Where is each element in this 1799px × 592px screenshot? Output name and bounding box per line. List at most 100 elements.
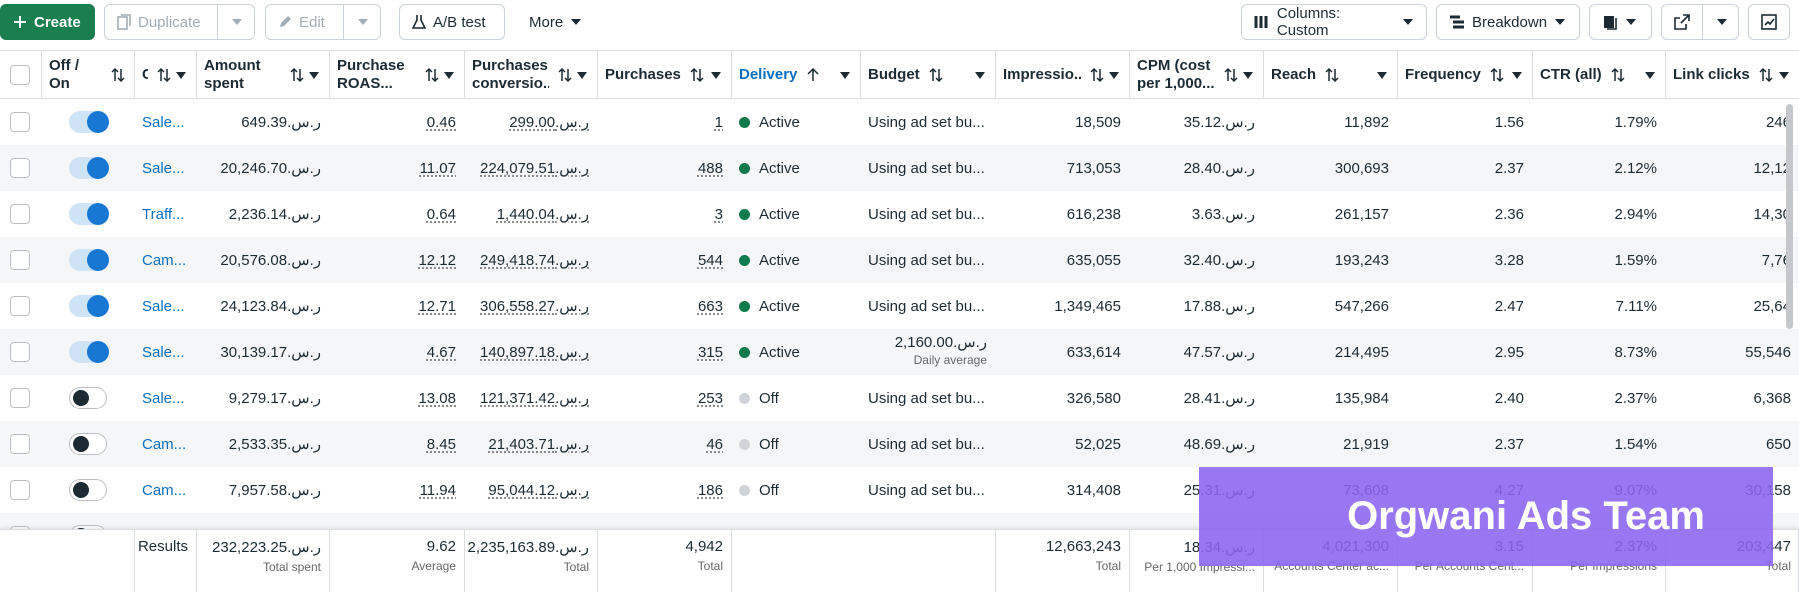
toggle-knob — [73, 390, 89, 406]
campaign-name-link[interactable]: Sale... — [142, 389, 185, 407]
column-menu-caret — [1645, 71, 1655, 79]
cell-text: 11.94 — [419, 481, 456, 499]
toggle[interactable] — [69, 111, 109, 133]
caret — [1717, 19, 1727, 25]
row-checkbox[interactable] — [10, 204, 30, 224]
table-cell: 663 — [597, 283, 731, 329]
sort-icon — [1090, 67, 1104, 83]
row-checkbox[interactable] — [10, 112, 30, 132]
cell-text: ر.س.649.39 — [241, 114, 321, 131]
row-checkbox[interactable] — [10, 250, 30, 270]
columns-button[interactable]: Columns: Custom — [1241, 4, 1427, 40]
table-cell: Using ad set bu... — [860, 375, 995, 421]
column-header[interactable]: C — [134, 51, 196, 99]
select-all-checkbox[interactable] — [10, 65, 30, 85]
table-cell: 193,243 — [1263, 237, 1397, 283]
caret — [571, 19, 582, 25]
row-checkbox[interactable] — [10, 158, 30, 178]
column-header[interactable]: Purchases — [597, 51, 731, 99]
campaign-name-link[interactable]: Sale... — [142, 159, 185, 177]
cell-text: ر.س.20,576.08 — [220, 252, 321, 269]
column-header[interactable]: Link clicks — [1665, 51, 1799, 99]
column-header-label: Purchases — [605, 66, 681, 83]
campaign-name-link[interactable]: Sale... — [142, 343, 185, 361]
scrollbar-thumb[interactable] — [1786, 104, 1793, 329]
totals-cell: ر.س.2,235,163.89 Total — [464, 530, 597, 592]
column-header[interactable]: Impressio... — [995, 51, 1129, 99]
ab-test-button[interactable]: A/B test — [399, 4, 505, 40]
toggle[interactable] — [69, 203, 109, 225]
row-checkbox[interactable] — [10, 480, 30, 500]
duplicate-button[interactable]: Duplicate — [104, 4, 255, 40]
campaign-name-link[interactable]: Cam... — [142, 481, 187, 499]
column-header[interactable]: Reach — [1263, 51, 1397, 99]
column-header[interactable]: Frequency — [1397, 51, 1532, 99]
column-header[interactable]: Budget — [860, 51, 995, 99]
totals-value: ر.س.232,223.25 — [212, 539, 321, 556]
cell-text: 2.12% — [1614, 159, 1657, 177]
more-button[interactable]: More — [516, 4, 597, 40]
column-header[interactable]: Off / On — [41, 51, 134, 99]
toggle[interactable] — [69, 387, 107, 409]
table-cell: ر.س.224,079.51 — [464, 145, 597, 191]
toggle[interactable] — [69, 433, 107, 455]
chart-button[interactable] — [1748, 4, 1790, 40]
toggle[interactable] — [69, 157, 109, 179]
table-cell: 315 — [597, 329, 731, 375]
column-header[interactable]: Amount spent — [196, 51, 329, 99]
toggle[interactable] — [69, 295, 109, 317]
totals-cell: Results — [134, 530, 196, 592]
table-cell: Sale... — [134, 375, 196, 421]
row-checkbox[interactable] — [10, 296, 30, 316]
status-dot — [739, 208, 750, 220]
column-header[interactable]: Purchase ROAS... — [329, 51, 464, 99]
table-cell: Active — [731, 237, 860, 283]
toggle[interactable] — [69, 249, 109, 271]
column-header[interactable]: Purchases conversio... — [464, 51, 597, 99]
table-cell: 713,053 — [995, 145, 1129, 191]
totals-cell: ر.س.232,223.25 Total spent — [196, 530, 329, 592]
campaign-name-link[interactable]: Cam... — [142, 435, 187, 453]
table-cell: ر.س.649.39 — [196, 99, 329, 145]
row-checkbox[interactable] — [10, 434, 30, 454]
campaign-name-link[interactable]: Sale... — [142, 297, 185, 315]
cell-text: ر.س.48.69 — [1183, 436, 1255, 453]
table-cell: Using ad set bu... — [860, 191, 995, 237]
cell-text: 25,64 — [1753, 297, 1791, 315]
edit-button[interactable]: Edit — [265, 4, 381, 40]
campaign-name-link[interactable]: Cam... — [142, 251, 187, 269]
cell-text: 314,408 — [1066, 481, 1121, 499]
table-cell: Off — [731, 375, 860, 421]
toggle-knob — [73, 482, 89, 498]
table-cell: Using ad set bu... — [860, 145, 995, 191]
create-button[interactable]: Create — [0, 4, 95, 40]
table-cell: Sale... — [134, 283, 196, 329]
table-cell: Active — [731, 191, 860, 237]
column-header[interactable]: CTR (all) — [1532, 51, 1665, 99]
toggle[interactable] — [69, 341, 109, 363]
cell-text: ر.س.249,418.74 — [480, 252, 589, 269]
toggle-knob — [87, 249, 109, 271]
table-cell: 7,76 — [1665, 237, 1799, 283]
campaign-name-link[interactable]: Traff... — [142, 205, 185, 223]
cell-text: 1.56 — [1494, 113, 1524, 131]
status-dot — [739, 346, 750, 358]
toggle[interactable] — [69, 479, 107, 501]
reports-button[interactable] — [1589, 4, 1652, 40]
totals-divider — [995, 530, 996, 592]
breakdown-button[interactable]: Breakdown — [1436, 4, 1580, 40]
totals-value: 9.62 — [426, 538, 456, 555]
row-checkbox[interactable] — [10, 388, 30, 408]
totals-divider — [134, 530, 135, 592]
table-cell: Using ad set bu... — [860, 421, 995, 467]
column-header[interactable]: Delivery — [731, 51, 860, 99]
table-cell: 11,892 — [1263, 99, 1397, 145]
table-cell: 635,055 — [995, 237, 1129, 283]
table-cell: ر.س.35.12 — [1129, 99, 1263, 145]
table-cell: 1,349,465 — [995, 283, 1129, 329]
table-cell: 616,238 — [995, 191, 1129, 237]
column-header[interactable]: CPM (cost per 1,000... — [1129, 51, 1263, 99]
export-button[interactable] — [1661, 4, 1739, 40]
row-checkbox[interactable] — [10, 342, 30, 362]
campaign-name-link[interactable]: Sale... — [142, 113, 185, 131]
